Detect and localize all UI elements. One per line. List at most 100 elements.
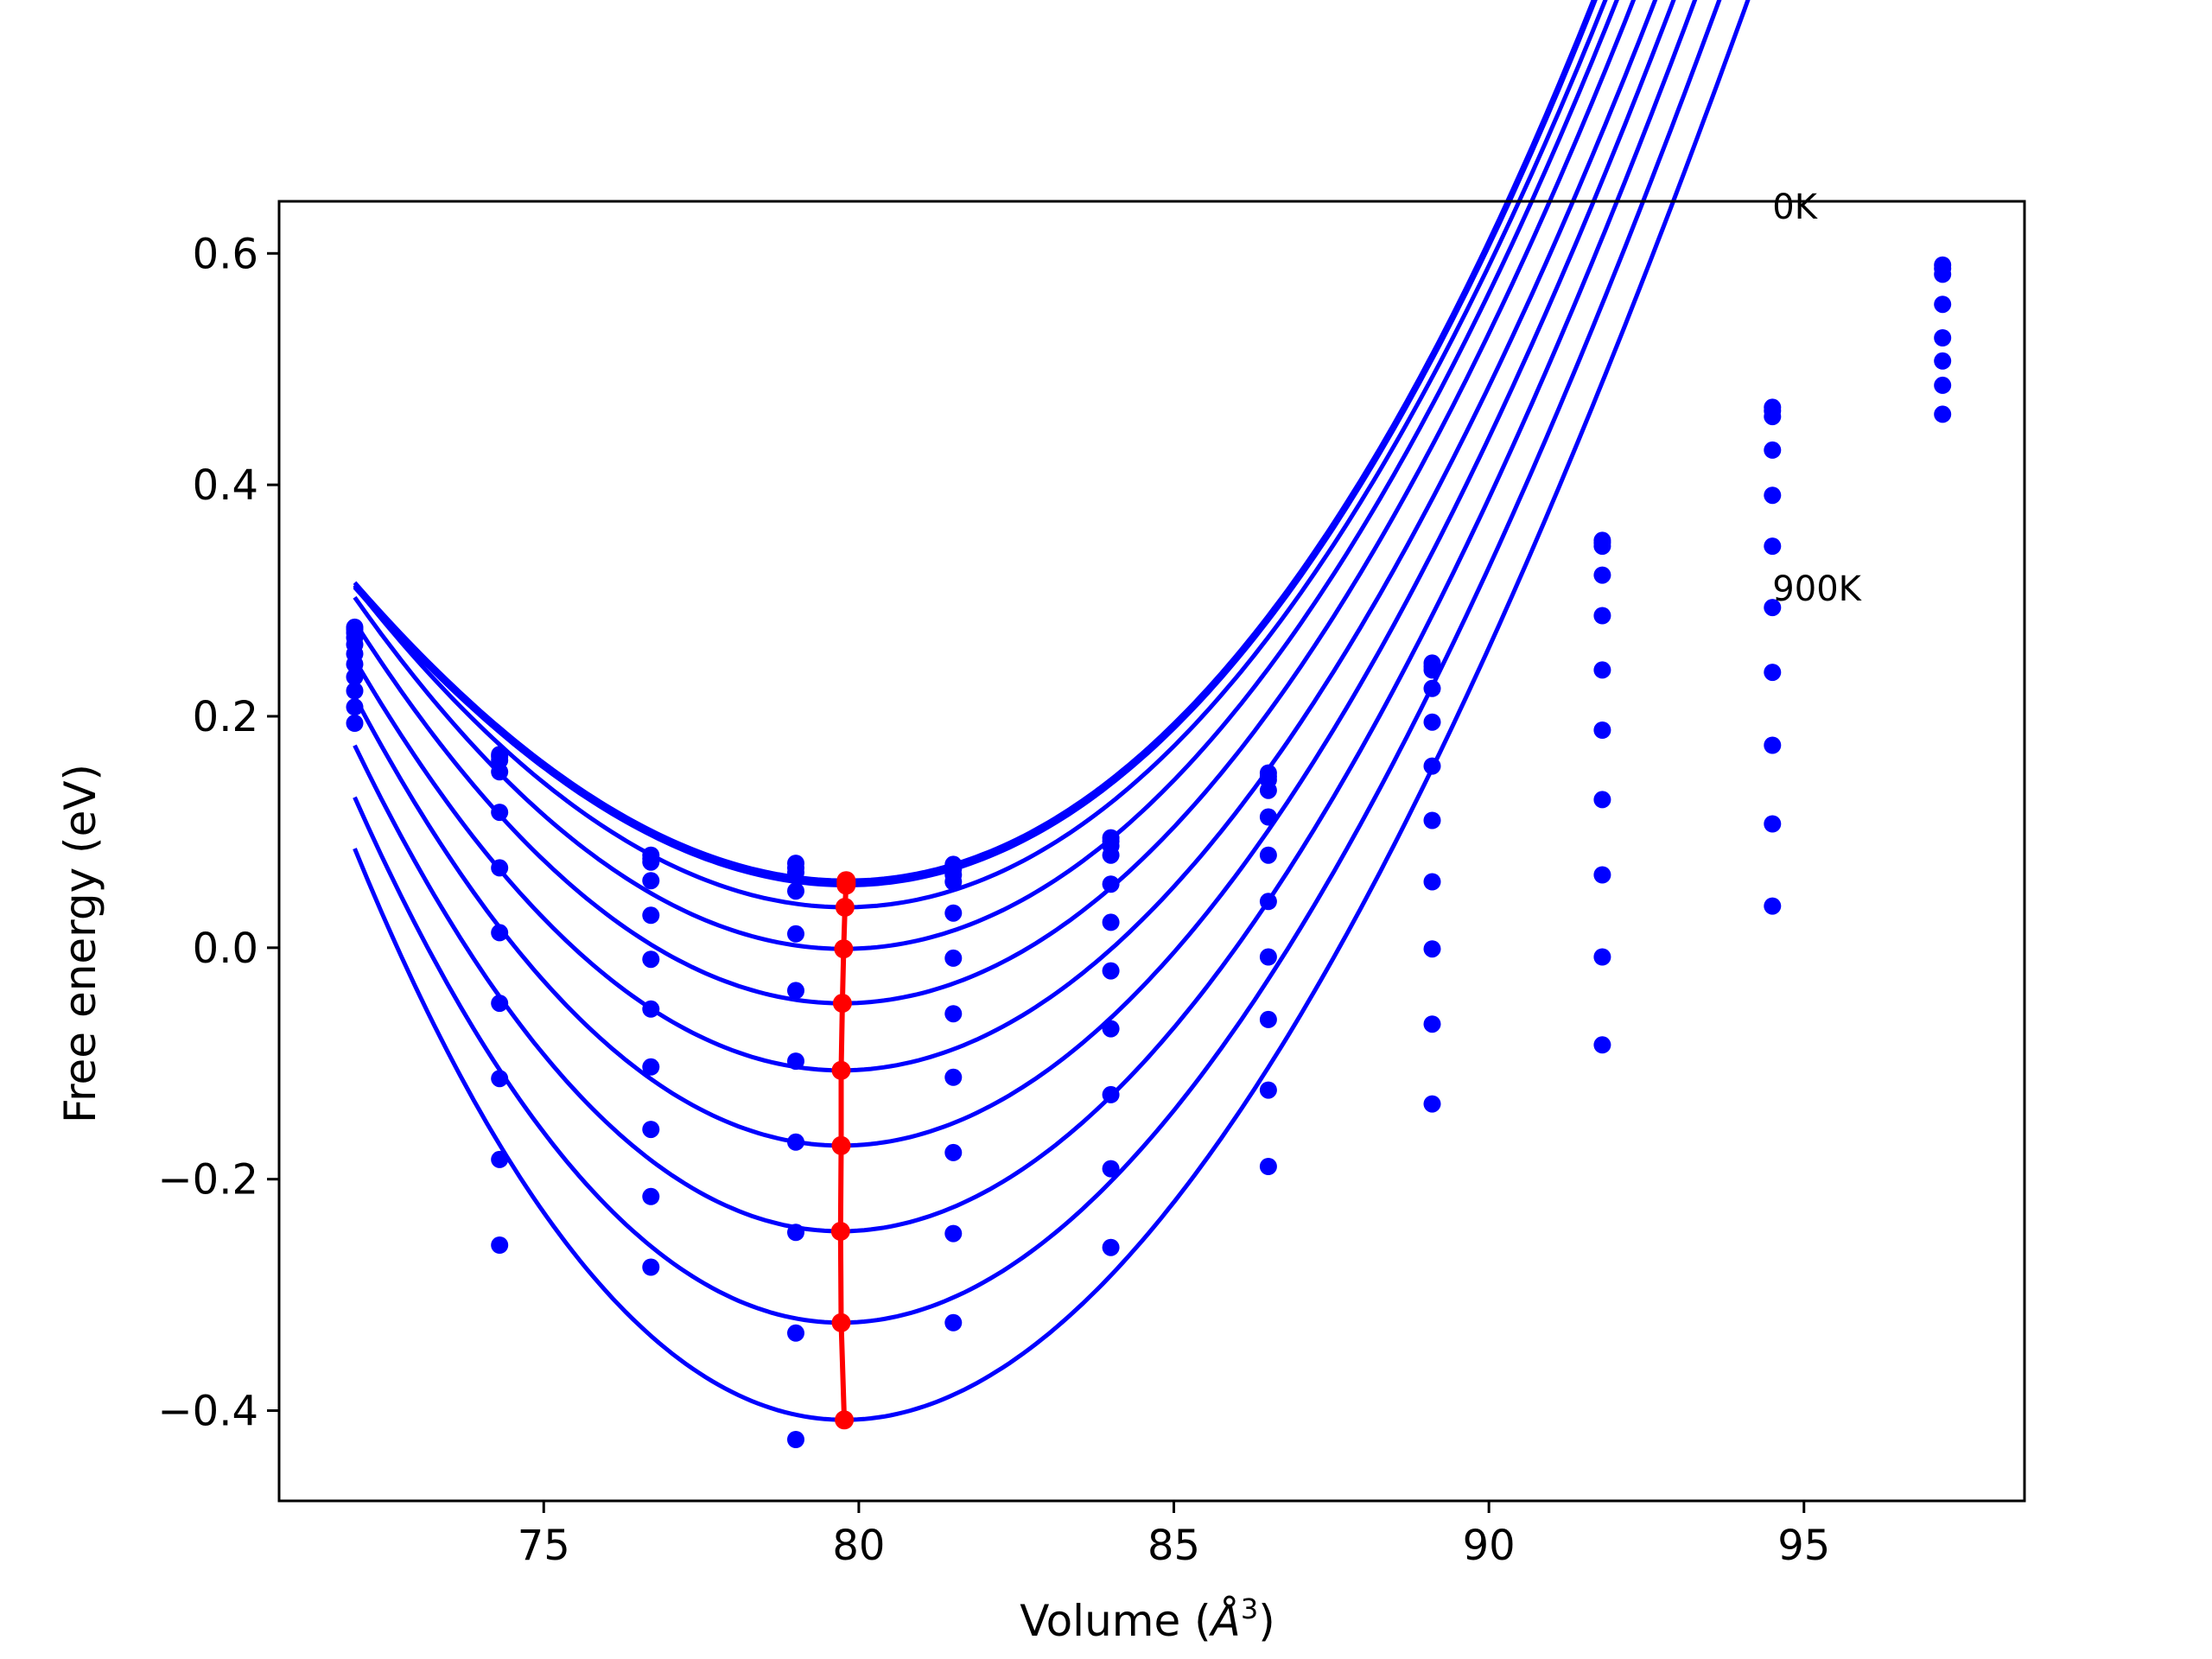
data-point-8-9 bbox=[1764, 736, 1782, 754]
data-point-3-2 bbox=[642, 872, 660, 890]
minimum-point-7 bbox=[831, 1135, 851, 1155]
fit-curve-3 bbox=[353, 0, 1608, 910]
data-point-6-10 bbox=[1934, 376, 1952, 394]
x-axis-label-text: Volume ( bbox=[1020, 1596, 1211, 1646]
data-point-5-7 bbox=[1423, 757, 1441, 775]
x-axis-ticks: 75 80 85 90 95 bbox=[518, 1501, 1830, 1570]
data-point-10-9 bbox=[1764, 897, 1782, 915]
minimum-point-2 bbox=[836, 875, 856, 895]
data-point-4-3 bbox=[787, 925, 804, 943]
data-point-5-9 bbox=[1764, 537, 1782, 556]
data-point-6-9 bbox=[1764, 599, 1782, 617]
data-point-4-7 bbox=[1423, 713, 1441, 731]
data-point-9-8 bbox=[1593, 948, 1611, 966]
data-point-4-5 bbox=[1102, 875, 1120, 893]
data-point-3-8 bbox=[1593, 566, 1611, 584]
data-point-6-7 bbox=[1423, 811, 1441, 830]
data-point-3-5 bbox=[1102, 846, 1120, 864]
data-point-3-3 bbox=[787, 882, 804, 900]
data-point-4-8 bbox=[1593, 607, 1611, 625]
data-point-6-6 bbox=[1259, 893, 1277, 911]
data-point-5-10 bbox=[1934, 352, 1952, 370]
y-tick-label-0: −0.4 bbox=[157, 1388, 258, 1436]
data-point-10-8 bbox=[1593, 1036, 1611, 1054]
data-point-7-8 bbox=[1593, 791, 1611, 809]
data-point-8-4 bbox=[944, 1143, 963, 1161]
x-tick-label-0: 75 bbox=[518, 1522, 570, 1570]
fit-curve-6 bbox=[353, 0, 1658, 1073]
fit-curve-5 bbox=[353, 0, 1637, 1006]
x-axis-label-close: ) bbox=[1258, 1596, 1275, 1646]
minimum-point-8 bbox=[830, 1222, 850, 1241]
data-point-6-4 bbox=[944, 1005, 963, 1023]
x-axis-label: Volume (Å3) bbox=[1020, 1592, 1274, 1646]
data-point-7-0 bbox=[346, 668, 364, 686]
minimum-point-4 bbox=[834, 939, 854, 959]
minimum-point-3 bbox=[835, 898, 855, 917]
data-point-9-9 bbox=[1764, 815, 1782, 833]
data-point-3-1 bbox=[491, 763, 509, 781]
data-point-4-10 bbox=[1934, 329, 1952, 346]
y-tick-label-2: 0.0 bbox=[193, 925, 258, 973]
y-tick-label-4: 0.4 bbox=[193, 461, 258, 510]
x-tick-label-3: 90 bbox=[1463, 1522, 1516, 1570]
data-point-10-5 bbox=[1102, 1238, 1120, 1256]
x-tick-label-4: 95 bbox=[1777, 1522, 1830, 1570]
data-point-2-8 bbox=[1593, 537, 1611, 556]
data-point-4-2 bbox=[642, 906, 660, 925]
fit-curve-9 bbox=[353, 0, 1722, 1325]
data-point-2-7 bbox=[1423, 661, 1441, 679]
y-tick-label-5: 0.6 bbox=[193, 230, 258, 278]
data-point-7-7 bbox=[1423, 873, 1441, 891]
data-point-3-9 bbox=[1764, 441, 1782, 459]
data-point-7-3 bbox=[787, 1133, 804, 1151]
data-point-7-5 bbox=[1102, 1020, 1120, 1038]
fit-curve-8 bbox=[353, 0, 1698, 1234]
y-axis-label: Free energy (eV) bbox=[55, 764, 105, 1123]
x-axis-label-unit: Å bbox=[1209, 1596, 1241, 1646]
axes-frame bbox=[277, 200, 2026, 1503]
data-point-9-6 bbox=[1259, 1081, 1277, 1099]
data-point-5-1 bbox=[491, 859, 509, 877]
data-point-9-7 bbox=[1423, 1015, 1441, 1033]
data-point-7-10 bbox=[1934, 405, 1952, 423]
data-point-5-5 bbox=[1102, 913, 1120, 931]
data-point-9-2 bbox=[642, 1187, 660, 1205]
data-point-5-2 bbox=[642, 950, 660, 969]
minimum-point-6 bbox=[831, 1060, 851, 1080]
data-point-4-4 bbox=[944, 904, 963, 922]
data-point-8-3 bbox=[787, 1224, 804, 1242]
fit-curve-2 bbox=[353, 0, 1598, 887]
data-point-4-6 bbox=[1259, 808, 1277, 826]
data-point-10-0 bbox=[346, 715, 364, 732]
data-point-8-5 bbox=[1102, 1085, 1120, 1103]
minimum-point-9 bbox=[831, 1313, 851, 1332]
data-point-2-3 bbox=[787, 863, 804, 881]
data-point-10-1 bbox=[491, 1236, 509, 1254]
data-point-9-4 bbox=[944, 1224, 963, 1243]
data-point-2-9 bbox=[1764, 408, 1782, 426]
data-point-5-8 bbox=[1593, 661, 1611, 679]
data-point-6-8 bbox=[1593, 721, 1611, 739]
minimum-point-5 bbox=[832, 994, 852, 1014]
data-point-6-2 bbox=[642, 1000, 660, 1018]
data-point-6-1 bbox=[491, 924, 509, 942]
data-point-7-2 bbox=[642, 1058, 660, 1076]
data-point-9-1 bbox=[491, 1150, 509, 1168]
data-point-2-2 bbox=[642, 853, 660, 871]
data-point-6-5 bbox=[1102, 962, 1120, 980]
y-tick-label-1: −0.2 bbox=[157, 1156, 258, 1205]
annotation-1: 900K bbox=[1772, 569, 1862, 609]
data-point-8-7 bbox=[1423, 940, 1441, 958]
data-point-7-1 bbox=[491, 995, 509, 1013]
data-point-10-3 bbox=[787, 1431, 804, 1448]
y-tick-label-3: 0.2 bbox=[193, 693, 258, 741]
data-point-4-1 bbox=[491, 804, 509, 822]
data-point-8-2 bbox=[642, 1121, 660, 1139]
data-point-10-2 bbox=[642, 1258, 660, 1276]
data-point-9-3 bbox=[787, 1324, 804, 1342]
data-point-5-4 bbox=[944, 949, 963, 967]
data-point-7-6 bbox=[1259, 948, 1277, 966]
data-point-4-9 bbox=[1764, 486, 1782, 505]
